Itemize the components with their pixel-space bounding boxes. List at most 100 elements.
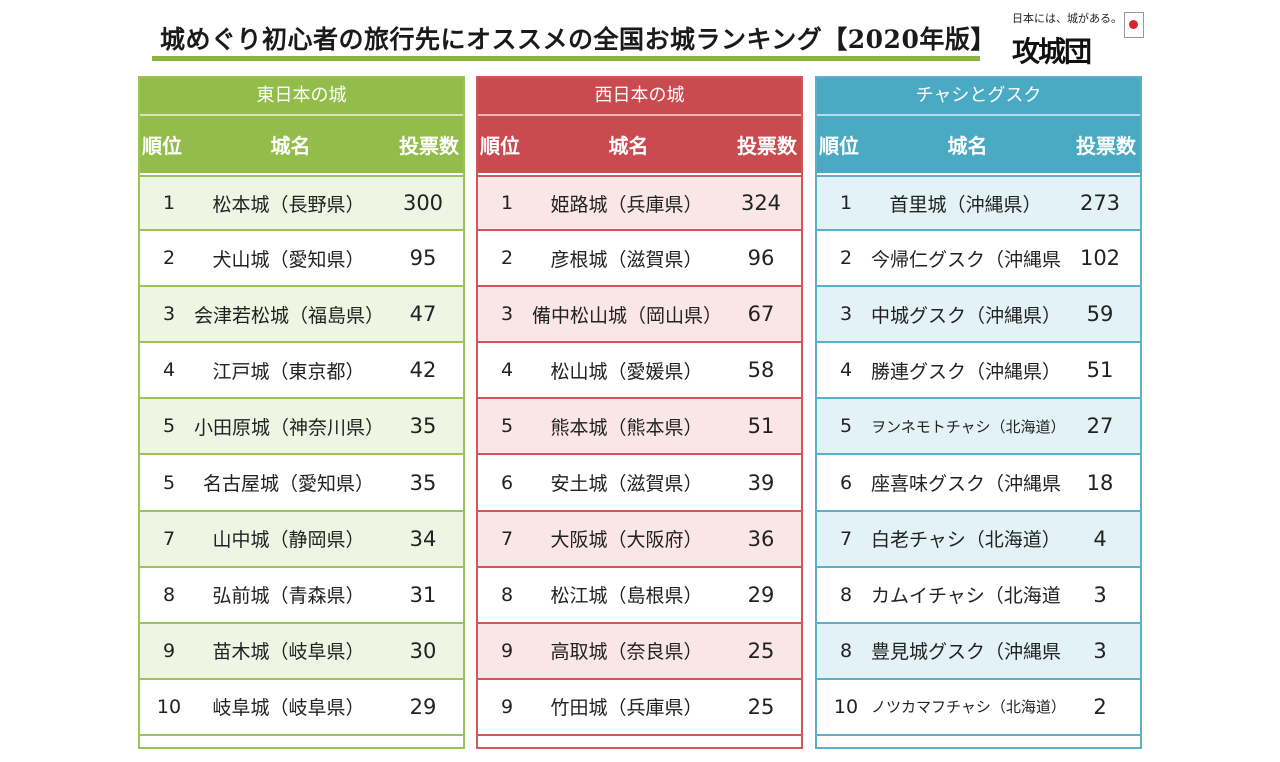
table-row: 1 松本城（長野県） 300 [140, 175, 463, 232]
table-row: 2 彦根城（滋賀県） 96 [478, 231, 801, 288]
panel-heading: 西日本の城 [478, 78, 801, 114]
votes-cell: 300 [402, 191, 444, 216]
rank-cell: 4 [162, 359, 176, 382]
castle-name-cell: 苗木城（岐阜県） [212, 641, 365, 664]
castle-name-cell: 高取城（奈良県） [550, 641, 703, 664]
column-header-rank: 順位 [142, 134, 182, 158]
votes-cell: 273 [1079, 191, 1121, 216]
castle-name-cell: カムイチャシ（北海道） [871, 585, 1060, 608]
rank-cell: 10 [156, 695, 182, 718]
votes-cell: 29 [409, 694, 437, 719]
site-logo[interactable]: 日本には、城がある。 攻城団 [1010, 6, 1150, 68]
japan-flag-icon [1124, 12, 1144, 38]
rank-cell: 5 [839, 415, 853, 438]
rank-cell: 6 [500, 471, 514, 494]
castle-name-cell: 名古屋城（愛知県） [202, 473, 374, 496]
votes-cell: 25 [747, 638, 775, 663]
table-row: 7 山中城（静岡県） 34 [140, 511, 463, 568]
castle-name-cell: 松山城（愛媛県） [550, 360, 703, 383]
table-row: 5 小田原城（神奈川県） 35 [140, 399, 463, 456]
votes-cell: 324 [740, 191, 782, 216]
castle-name-cell: 江戸城（東京都） [212, 360, 365, 383]
castle-name-cell: 白老チャシ（北海道） [871, 529, 1060, 552]
table-row: 10 岐阜城（岐阜県） 29 [140, 679, 463, 736]
table-row: 6 安土城（滋賀県） 39 [478, 455, 801, 512]
votes-cell: 25 [747, 694, 775, 719]
table-row: 1 首里城（沖縄県） 273 [817, 175, 1140, 232]
column-header-rank: 順位 [819, 134, 859, 158]
castle-name-cell: ヲンネモトチャシ（北海道） [871, 417, 1060, 436]
votes-cell: 59 [1086, 302, 1114, 327]
votes-cell: 67 [747, 302, 775, 327]
table-row: 8 豊見城グスク（沖縄県） 3 [817, 623, 1140, 680]
castle-name-cell: 座喜味グスク（沖縄県） [871, 473, 1060, 496]
table-row: 3 会津若松城（福島県） 47 [140, 287, 463, 344]
column-header-name: 城名 [270, 134, 311, 158]
ranking-rows: 1 姫路城（兵庫県） 324 2 彦根城（滋賀県） 96 3 備中松山城（岡山県） 67 4 松山城… [478, 173, 801, 736]
rank-cell: 5 [162, 415, 176, 438]
table-row: 2 犬山城（愛知県） 95 [140, 231, 463, 288]
table-row: 4 江戸城（東京都） 42 [140, 343, 463, 400]
rank-cell: 1 [500, 192, 514, 215]
votes-cell: 4 [1093, 526, 1107, 551]
table-row: 9 高取城（奈良県） 25 [478, 623, 801, 680]
votes-cell: 34 [409, 526, 437, 551]
table-row: 4 勝連グスク（沖縄県） 51 [817, 343, 1140, 400]
panel-east-japan: 東日本の城 順位 城名 投票数 1 松本城（長野県） 300 2 犬山城（愛知県） 95 3… [138, 76, 465, 749]
castle-name-cell: 山中城（静岡県） [212, 529, 365, 552]
rank-cell: 6 [839, 471, 853, 494]
logo-tagline: 日本には、城がある。 [1012, 12, 1122, 25]
votes-cell: 51 [1086, 358, 1114, 383]
votes-cell: 29 [747, 582, 775, 607]
votes-cell: 102 [1079, 246, 1121, 271]
logo-mark: 攻城団 [1012, 35, 1092, 68]
castle-name-cell: 今帰仁グスク（沖縄県） [871, 248, 1060, 271]
rank-cell: 7 [162, 527, 176, 550]
votes-cell: 96 [747, 246, 775, 271]
rank-cell: 8 [839, 583, 853, 606]
votes-cell: 39 [747, 470, 775, 495]
rank-cell: 1 [162, 192, 176, 215]
rank-cell: 7 [500, 527, 514, 550]
castle-name-cell: 首里城（沖縄県） [889, 193, 1042, 216]
column-header-votes: 投票数 [399, 134, 459, 158]
ranking-rows: 1 松本城（長野県） 300 2 犬山城（愛知県） 95 3 会津若松城（福島県） 47 4 江戸城… [140, 173, 463, 736]
page-title: 城めぐり初心者の旅行先にオススメの全国お城ランキング【2020年版】 [160, 25, 996, 54]
table-row: 6 座喜味グスク（沖縄県） 18 [817, 455, 1140, 512]
castle-name-cell: 会津若松城（福島県） [194, 304, 383, 327]
rank-cell: 4 [500, 359, 514, 382]
rank-cell: 2 [500, 247, 514, 270]
table-row: 7 大阪城（大阪府） 36 [478, 511, 801, 568]
table-row: 8 松江城（島根県） 29 [478, 567, 801, 624]
table-row: 9 竹田城（兵庫県） 25 [478, 679, 801, 736]
votes-cell: 58 [747, 358, 775, 383]
rank-cell: 9 [500, 695, 514, 718]
castle-name-cell: ノツカマフチャシ（北海道） [871, 698, 1060, 717]
votes-cell: 35 [409, 414, 437, 439]
panel-heading: 東日本の城 [140, 78, 463, 114]
votes-cell: 47 [409, 302, 437, 327]
column-header-row: 順位 城名 投票数 [140, 114, 463, 173]
castle-name-cell: 松江城（島根県） [550, 585, 703, 608]
table-row: 5 ヲンネモトチャシ（北海道） 27 [817, 399, 1140, 456]
table-row: 8 カムイチャシ（北海道） 3 [817, 567, 1140, 624]
title-underline [152, 56, 980, 61]
rank-cell: 8 [162, 583, 176, 606]
votes-cell: 42 [409, 358, 437, 383]
column-header-rank: 順位 [480, 134, 520, 158]
castle-name-cell: 犬山城（愛知県） [212, 248, 365, 271]
castle-name-cell: 安土城（滋賀県） [550, 473, 703, 496]
table-row: 10 ノツカマフチャシ（北海道） 2 [817, 679, 1140, 736]
rank-cell: 3 [162, 303, 176, 326]
votes-cell: 31 [409, 582, 437, 607]
table-row: 5 名古屋城（愛知県） 35 [140, 455, 463, 512]
column-header-votes: 投票数 [1076, 134, 1136, 158]
rank-cell: 5 [500, 415, 514, 438]
votes-cell: 35 [409, 470, 437, 495]
column-header-row: 順位 城名 投票数 [478, 114, 801, 173]
panel-west-japan: 西日本の城 順位 城名 投票数 1 姫路城（兵庫県） 324 2 彦根城（滋賀県） 96 3… [476, 76, 803, 749]
castle-name-cell: 中城グスク（沖縄県） [871, 304, 1060, 327]
castle-name-cell: 勝連グスク（沖縄県） [871, 360, 1060, 383]
table-row: 1 姫路城（兵庫県） 324 [478, 175, 801, 232]
votes-cell: 95 [409, 246, 437, 271]
